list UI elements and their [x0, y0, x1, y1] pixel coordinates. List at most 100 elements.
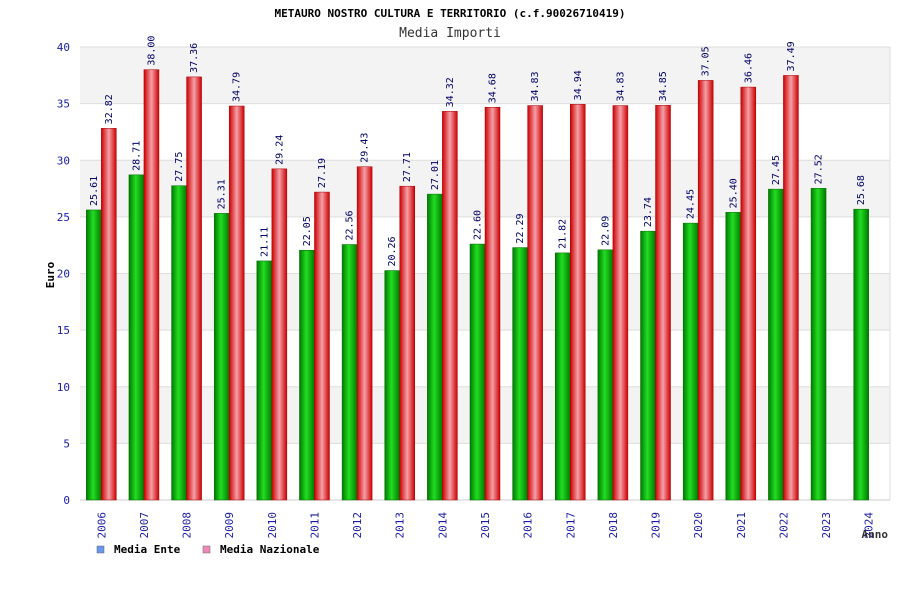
- data-label: 25.61: [89, 176, 100, 206]
- data-label: 22.29: [515, 213, 526, 243]
- data-label: 34.79: [232, 72, 243, 102]
- legend-swatch-media-nazionale: [202, 545, 211, 554]
- data-label: 28.71: [131, 141, 142, 171]
- data-label: 34.32: [445, 77, 456, 107]
- x-tick-label: 2023: [820, 512, 833, 539]
- bar-media-nazionale: [527, 105, 543, 501]
- bar-media-nazionale: [655, 105, 671, 501]
- data-label: 23.74: [643, 197, 654, 227]
- data-label: 27.45: [771, 155, 782, 185]
- x-tick-label: 2009: [223, 512, 236, 539]
- chart-subtitle: Media Importi: [399, 26, 501, 41]
- y-tick-label: 10: [57, 381, 70, 394]
- bar-media-ente: [810, 188, 827, 501]
- bar-media-nazionale: [399, 185, 415, 501]
- legend: Media Ente Media Nazionale: [96, 543, 320, 556]
- bar-media-ente: [555, 252, 571, 501]
- bar-media-nazionale: [271, 168, 288, 501]
- bar-media-ente: [128, 174, 145, 501]
- bar-media-ente: [341, 244, 358, 501]
- bar-media-nazionale: [101, 128, 117, 501]
- x-tick-label: 2017: [564, 512, 577, 539]
- bar-media-ente: [640, 230, 656, 501]
- data-label: 27.52: [814, 154, 825, 184]
- y-tick-label: 20: [57, 268, 70, 281]
- x-tick-label: 2014: [436, 512, 449, 539]
- bar-media-ente: [256, 260, 273, 501]
- bar-media-nazionale: [143, 69, 160, 501]
- data-label: 34.68: [488, 73, 499, 103]
- data-label: 25.31: [217, 179, 228, 209]
- bar-media-ente: [171, 185, 187, 501]
- data-label: 29.43: [360, 133, 371, 163]
- data-labels: 25.61 32.82 28.71 38.00 27.75 37.36 25.31 34.79…: [89, 36, 867, 267]
- x-tick-label: 2019: [650, 512, 663, 539]
- x-tick-label: 2011: [308, 512, 321, 539]
- data-label: 34.94: [573, 70, 584, 100]
- x-tick-label: 2008: [181, 512, 194, 539]
- data-label: 34.85: [658, 71, 669, 101]
- data-label: 27.75: [174, 152, 185, 182]
- y-tick-label: 0: [63, 494, 70, 507]
- y-tick-label: 15: [57, 324, 70, 337]
- x-tick-label: 2006: [95, 512, 108, 539]
- x-tick-label: 2021: [735, 512, 748, 539]
- data-label: 21.11: [259, 227, 270, 257]
- bar-media-ente: [299, 250, 315, 501]
- bar-media-nazionale: [612, 105, 629, 501]
- data-label: 37.36: [189, 43, 200, 73]
- y-tick-label: 35: [57, 98, 70, 111]
- legend-label-media-nazionale: Media Nazionale: [220, 543, 320, 556]
- data-label: 37.49: [786, 41, 797, 71]
- x-tick-label: 2020: [692, 512, 705, 539]
- bar-media-ente: [427, 193, 443, 501]
- bar-media-ente: [213, 213, 230, 501]
- data-label: 22.09: [600, 216, 611, 246]
- bar-media-nazionale: [356, 166, 373, 501]
- data-label: 38.00: [146, 36, 157, 66]
- legend-label-media-ente: Media Ente: [114, 543, 181, 556]
- y-tick-label: 5: [63, 437, 70, 450]
- bar-media-nazionale: [783, 75, 799, 501]
- data-label: 20.26: [387, 236, 398, 266]
- data-label: 22.05: [302, 216, 313, 246]
- data-label: 21.82: [558, 219, 569, 249]
- bar-media-nazionale: [484, 106, 501, 501]
- data-label: 36.46: [743, 53, 754, 83]
- bar-media-nazionale: [740, 86, 757, 501]
- data-label: 34.83: [530, 71, 541, 101]
- bar-media-nazionale: [442, 111, 458, 501]
- y-axis-label: Euro: [44, 261, 57, 288]
- data-label: 34.83: [615, 71, 626, 101]
- bar-media-ente: [512, 247, 528, 501]
- x-tick-label: 2022: [777, 512, 790, 539]
- legend-swatch-media-ente: [96, 545, 105, 554]
- y-tick-label: 30: [57, 154, 70, 167]
- y-tick-label: 25: [57, 211, 70, 224]
- bar-media-nazionale: [186, 76, 202, 501]
- bar-media-ente: [86, 209, 102, 501]
- data-label: 27.71: [402, 152, 413, 182]
- bar-media-ente: [384, 270, 400, 501]
- x-tick-label: 2015: [479, 512, 492, 539]
- x-tick-label: 2010: [266, 512, 279, 539]
- data-label: 25.40: [728, 178, 739, 208]
- x-axis-ticks: 2006 2007 2008 2009 2010 2011 2012 2013 2014 2015…: [95, 512, 875, 539]
- bar-media-nazionale: [314, 191, 330, 501]
- bar-media-ente: [768, 188, 784, 501]
- y-tick-label: 40: [57, 41, 70, 54]
- bar-media-ente: [682, 222, 699, 501]
- bar-media-ente: [853, 208, 869, 501]
- bars: [86, 69, 869, 501]
- x-tick-label: 2016: [522, 512, 535, 539]
- x-tick-label: 2012: [351, 512, 364, 539]
- x-axis-label: Anno: [862, 528, 889, 541]
- data-label: 29.24: [274, 135, 285, 165]
- data-label: 24.45: [686, 189, 697, 219]
- bar-media-ente: [469, 243, 486, 501]
- bar-media-nazionale: [570, 104, 586, 501]
- data-label: 37.05: [701, 46, 712, 76]
- data-label: 32.82: [104, 94, 115, 124]
- data-label: 22.56: [345, 210, 356, 240]
